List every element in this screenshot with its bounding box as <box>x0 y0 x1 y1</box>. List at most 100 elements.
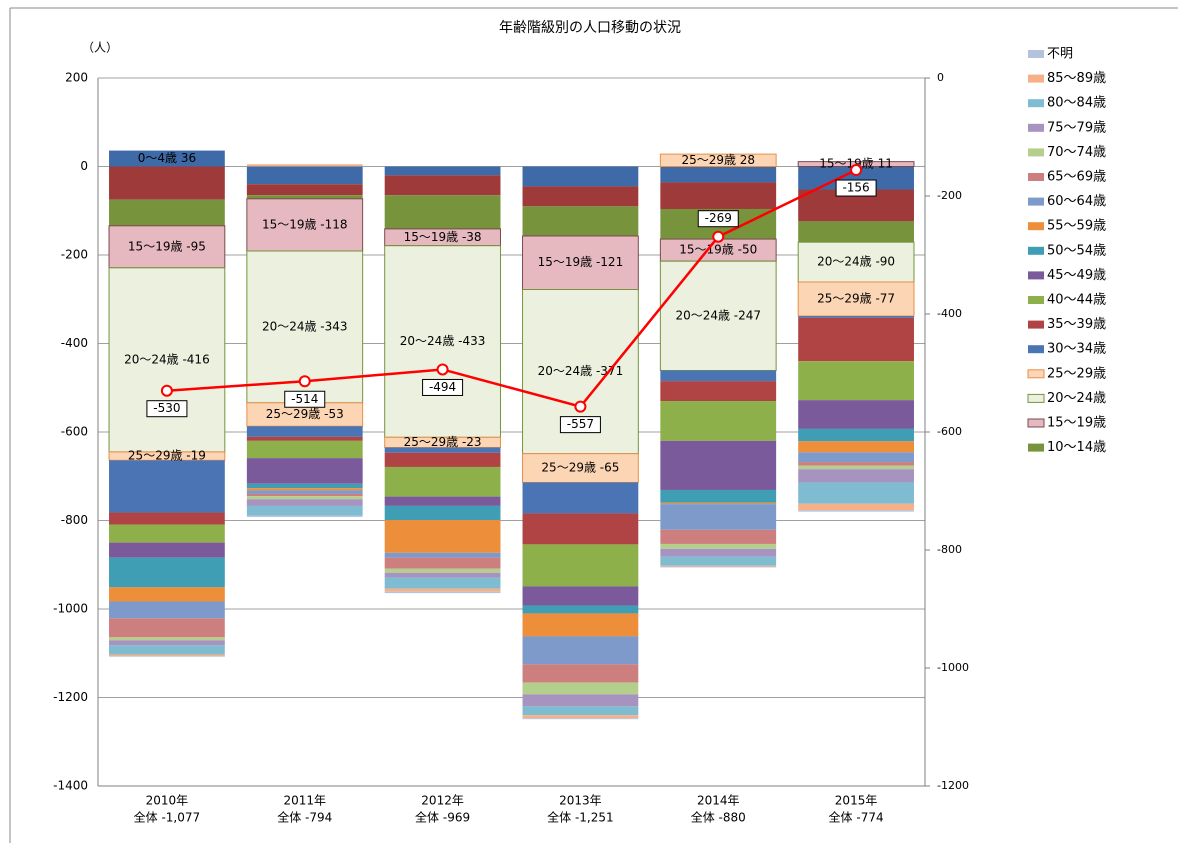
bar-segment <box>384 505 501 521</box>
bar-segment <box>522 544 639 587</box>
bar-segment <box>522 715 639 719</box>
bar-segment <box>109 637 225 641</box>
x-tick-label: 2011年 <box>283 794 326 808</box>
x-tick-sublabel: 全体 -880 <box>691 810 746 825</box>
bar-segment <box>797 281 915 317</box>
bar-segment <box>109 645 225 655</box>
legend-label: 60～64歳 <box>1047 194 1106 209</box>
line-label-box <box>284 390 326 408</box>
bar-segment <box>384 452 501 467</box>
bar-segment <box>384 577 501 589</box>
bar-segment <box>109 640 225 646</box>
data-label: 25～29歳 28 <box>681 153 755 167</box>
bar-segment <box>522 613 639 637</box>
line-label-box <box>559 416 601 434</box>
bar-segment <box>522 186 639 207</box>
bar-segment <box>660 381 777 402</box>
y2-tick-label: -200 <box>937 189 962 202</box>
bar-segment <box>108 225 226 269</box>
bar-segment <box>109 166 225 200</box>
data-label: 15～19歳 -121 <box>538 255 624 269</box>
bar-segment <box>384 572 501 578</box>
legend-label: 65～69歳 <box>1047 170 1106 185</box>
bar-segment <box>522 636 639 665</box>
bar-segment <box>660 182 777 209</box>
x-tick-label: 2015年 <box>835 794 878 808</box>
bar-segment <box>798 317 914 362</box>
y-tick-label: 200 <box>65 71 88 85</box>
legend-swatch <box>1027 393 1045 403</box>
legend-label: 25～29歳 <box>1047 366 1106 381</box>
legend-swatch <box>1028 345 1044 354</box>
bar-segment <box>109 618 225 638</box>
y-tick-label: -1000 <box>53 602 88 616</box>
legend-swatch <box>1028 74 1044 83</box>
line-label: -156 <box>842 181 869 195</box>
x-tick-sublabel: 全体 -969 <box>415 810 470 825</box>
legend-swatch <box>1028 123 1044 132</box>
data-label: 20～24歳 -247 <box>675 308 761 322</box>
bar-segment <box>384 568 501 573</box>
bar-segment <box>109 512 225 525</box>
legend-swatch <box>1028 320 1044 329</box>
x-tick-sublabel: 全体 -1,077 <box>134 810 201 825</box>
bar-segment <box>798 482 914 504</box>
bar-segment <box>522 206 639 236</box>
line-label-box <box>146 400 188 418</box>
legend-label: 45～49歳 <box>1047 268 1106 283</box>
bar-segment <box>798 465 914 470</box>
bar-segment <box>246 488 363 491</box>
bar-segment <box>109 199 225 226</box>
bar-segment <box>660 504 777 530</box>
line-series <box>166 168 857 409</box>
x-tick-sublabel: 全体 -794 <box>277 810 332 825</box>
bar-segment <box>246 458 363 484</box>
legend-swatch <box>1028 222 1044 231</box>
bar-segment <box>109 542 225 558</box>
legend-swatch <box>1028 99 1044 108</box>
bar-segment <box>798 361 914 401</box>
data-label: 15～19歳 11 <box>819 157 893 171</box>
line-point <box>160 384 173 397</box>
bar-segment <box>522 718 639 720</box>
data-label: 20～24歳 -416 <box>124 352 210 366</box>
data-label: 15～19歳 -95 <box>128 239 206 253</box>
bar-segment <box>109 601 225 619</box>
bar-segment <box>246 164 363 167</box>
legend-swatch <box>1028 148 1044 157</box>
y-tick-label: -1200 <box>53 690 88 704</box>
x-tick-label: 2012年 <box>421 794 464 808</box>
y2-tick-label: -600 <box>937 425 962 438</box>
bar-segment <box>384 520 501 553</box>
bar-segment <box>246 515 363 517</box>
bar-segment <box>522 482 639 514</box>
bar-segment <box>109 587 225 602</box>
bar-segment <box>660 548 777 557</box>
bar-segment <box>798 469 914 483</box>
bar-segment <box>798 462 914 466</box>
bar-segment <box>522 453 639 483</box>
data-label: 15～19歳 -118 <box>262 217 348 231</box>
bar-segment <box>246 436 363 441</box>
x-tick-sublabel: 全体 -774 <box>829 810 884 825</box>
y2-tick-label: 0 <box>937 71 944 84</box>
line-point <box>712 230 725 243</box>
bar-segment <box>246 493 363 497</box>
bar-segment <box>798 400 914 429</box>
bar-segment <box>246 195 363 199</box>
bar-segment <box>660 565 777 567</box>
bar-segment <box>384 166 501 176</box>
bar-segment <box>384 496 501 506</box>
y-tick-label: -200 <box>61 248 88 262</box>
line-point <box>298 375 311 388</box>
x-tick-sublabel: 全体 -1,251 <box>547 810 614 825</box>
line-label: -514 <box>291 392 318 406</box>
data-label: 15～19歳 -50 <box>679 243 757 257</box>
data-label: 25～29歳 -19 <box>128 449 206 463</box>
bar-segment <box>798 221 914 243</box>
legend-label: 40～44歳 <box>1047 293 1106 308</box>
bar-segment <box>522 166 639 187</box>
bar-segment <box>522 235 639 291</box>
bar-segment <box>798 441 914 453</box>
